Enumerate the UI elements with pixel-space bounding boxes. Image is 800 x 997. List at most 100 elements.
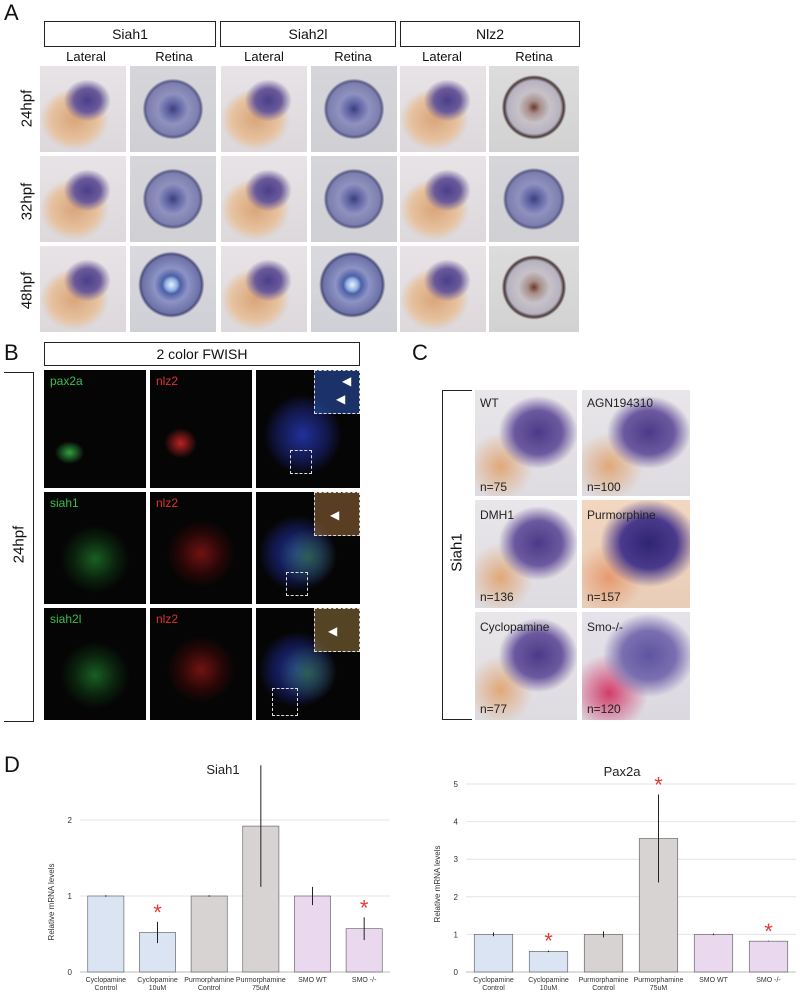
fwish-label-nlz2-3: nlz2 — [156, 612, 179, 626]
image-nlz2-lateral-32hpf — [400, 156, 486, 242]
x-tick-label: Purmorphamine — [634, 977, 684, 984]
image-purmorphine — [582, 500, 690, 608]
bar — [748, 940, 789, 973]
y-tick-label: 3 — [454, 855, 459, 864]
x-tick-label: 75uM — [252, 985, 270, 992]
panel-a-letter: A — [4, 0, 19, 25]
col-retina-3: Retina — [515, 49, 553, 64]
arrowhead-icon: ◀ — [336, 392, 346, 406]
bar — [190, 895, 228, 973]
gene-bracket — [442, 390, 472, 720]
x-tick-label: Control — [592, 985, 615, 992]
x-tick-label: Cyclopamine — [86, 977, 127, 984]
image-siah2l-retina-48hpf — [311, 246, 397, 332]
bar — [294, 895, 331, 973]
image-agn194310 — [582, 390, 690, 496]
x-tick-label: Purmorphamine — [236, 977, 286, 984]
y-axis-title: Relative mRNA levels — [433, 846, 442, 923]
image-siah2l-lateral-48hpf — [221, 246, 307, 332]
image-siah2l-lateral-32hpf — [221, 156, 307, 242]
x-tick-label: Purmorphamine — [184, 977, 234, 984]
label-purmorphine: Purmorphine — [587, 508, 656, 522]
image-nlz2-retina-48hpf — [489, 246, 579, 332]
fwish-pax2a-green — [44, 370, 146, 488]
x-tick-label: Cyclopamine — [473, 977, 514, 984]
x-tick-label: SMO WT — [298, 977, 327, 984]
arrowhead-icon: ◀ — [330, 508, 340, 522]
image-nlz2-retina-32hpf — [489, 156, 579, 242]
label-dmh1: DMH1 — [480, 508, 515, 522]
x-tick-label: 10uM — [149, 985, 167, 992]
image-siah1-retina-24hpf — [130, 66, 216, 152]
chart-siah1: Siah1 0 1 2 Relative mRNA levels Cyclopamine C… — [30, 743, 400, 992]
gene-header-siah1: Siah1 — [44, 21, 216, 47]
significance-star: * — [257, 760, 266, 768]
y-tick-label: 5 — [454, 780, 459, 789]
x-tick-label: SMO -/- — [756, 977, 781, 984]
inset-zoom-3 — [314, 608, 360, 652]
y-tick-label: 0 — [68, 968, 73, 977]
fwish-merge-1: ◀ ◀ — [256, 370, 360, 488]
stage-label-24hpf: 24hpf — [18, 89, 36, 128]
panel-b-letter: B — [4, 340, 19, 365]
fwish-label-nlz2-1: nlz2 — [156, 374, 179, 388]
inset-box-2 — [286, 572, 308, 596]
significance-star: * — [360, 895, 369, 920]
panel-c-gene-label: Siah1 — [448, 533, 466, 572]
col-lateral-3: Lateral — [422, 49, 462, 64]
image-siah1-lateral-24hpf — [40, 66, 126, 152]
fwish-nlz2-red-2 — [150, 492, 252, 604]
count-agn194310: n=100 — [587, 480, 621, 494]
chart-pax2a: Pax2a 0 1 2 3 4 5 Relative mRNA levels Cyclopami… — [420, 760, 800, 992]
y-tick-label: 0 — [454, 968, 459, 977]
stage-label-32hpf: 32hpf — [18, 182, 36, 221]
count-purmorphine: n=157 — [587, 590, 621, 604]
stage-bracket — [4, 372, 34, 722]
fwish-label-siah1: siah1 — [50, 496, 79, 510]
x-tick-label: Cyclopamine — [528, 977, 569, 984]
panel-d-letter: D — [4, 752, 20, 777]
fwish-nlz2-red-1 — [150, 370, 252, 488]
x-tick-label: Control — [482, 985, 505, 992]
x-tick-label: Cyclopamine — [137, 977, 178, 984]
label-smo-mutant: Smo-/- — [587, 620, 623, 634]
fwish-label-nlz2-2: nlz2 — [156, 496, 179, 510]
pax2a-bar-chart-svg: Pax2a 0 1 2 3 4 5 Relative mRNA levels Cyclopami… — [433, 764, 796, 992]
image-cyclopamine — [475, 612, 577, 720]
image-siah1-retina-48hpf — [130, 246, 216, 332]
image-nlz2-lateral-24hpf — [400, 66, 486, 152]
y-tick-label: 4 — [454, 818, 459, 827]
x-tick-label: 10uM — [540, 985, 558, 992]
x-tick-label: Control — [198, 985, 221, 992]
fwish-label-siah2l: siah2l — [50, 612, 82, 626]
chart-title: Pax2a — [604, 764, 642, 779]
col-lateral-1: Lateral — [66, 49, 106, 64]
image-siah1-lateral-32hpf — [40, 156, 126, 242]
y-tick-label: 2 — [68, 816, 73, 825]
image-wt — [475, 390, 577, 496]
x-tick-label: SMO WT — [699, 977, 728, 984]
image-siah1-retina-32hpf — [130, 156, 216, 242]
inset-zoom-2 — [314, 492, 360, 536]
count-cyclopamine: n=77 — [480, 702, 508, 716]
y-axis-title: Relative mRNA levels — [47, 864, 56, 941]
bar — [528, 951, 569, 973]
x-tick-label: 75uM — [650, 985, 668, 992]
inset-box-3 — [272, 688, 298, 716]
count-smo-mutant: n=120 — [587, 702, 621, 716]
col-retina-2: Retina — [334, 49, 372, 64]
y-tick-label: 1 — [68, 892, 73, 901]
col-lateral-2: Lateral — [244, 49, 284, 64]
image-nlz2-lateral-48hpf — [400, 246, 486, 332]
col-retina-1: Retina — [155, 49, 193, 64]
significance-star: * — [153, 900, 162, 925]
image-dmh1 — [475, 500, 577, 608]
inset-zoom-1 — [314, 370, 360, 414]
bar — [583, 934, 624, 973]
arrowhead-icon: ◀ — [328, 624, 338, 638]
x-tick-label: Purmorphamine — [579, 977, 629, 984]
image-siah1-lateral-48hpf — [40, 246, 126, 332]
fwish-merge-2: ◀ — [256, 492, 360, 604]
count-wt: n=75 — [480, 480, 508, 494]
